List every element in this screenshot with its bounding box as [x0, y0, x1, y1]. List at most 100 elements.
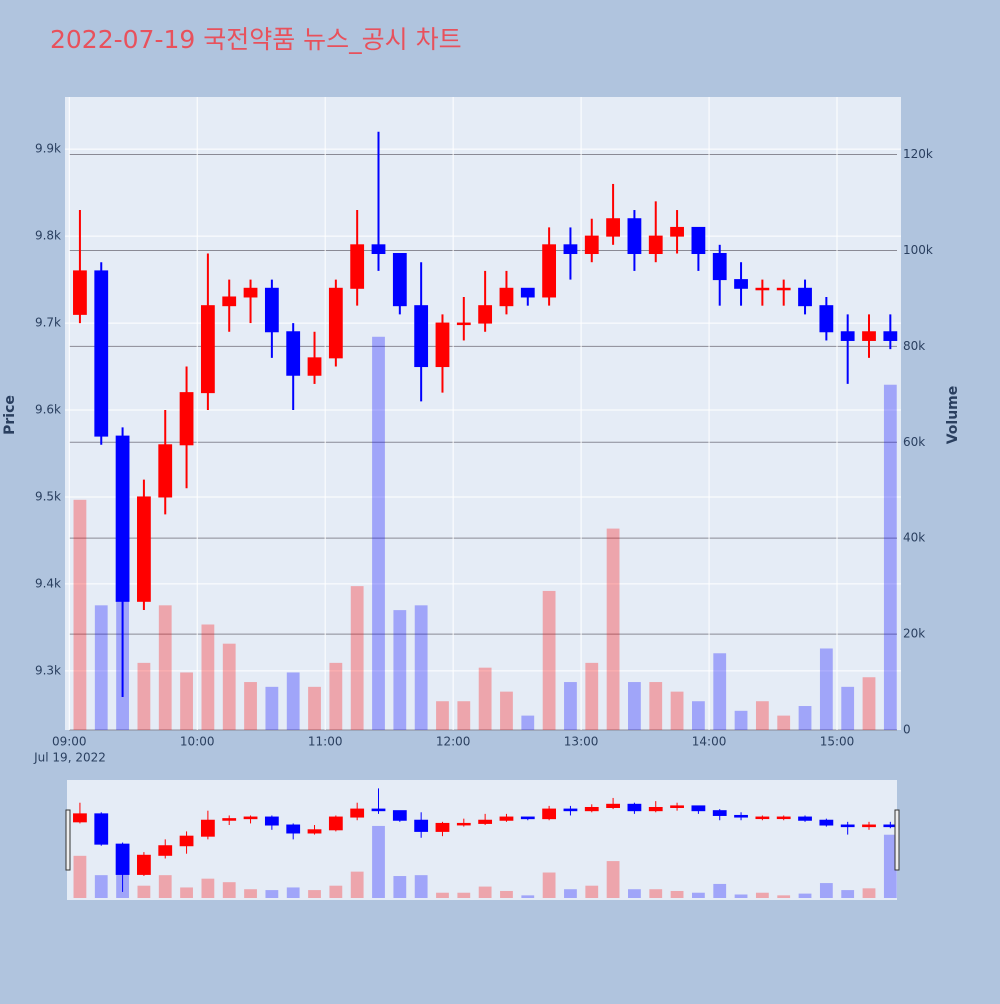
- x-tick-label: 11:00: [308, 735, 343, 749]
- volume-bar: [713, 653, 727, 730]
- mini-volume-bar: [286, 887, 300, 898]
- y2-tick-label: 100k: [903, 243, 933, 257]
- mini-candle-body: [350, 808, 365, 818]
- candle-body: [307, 357, 322, 376]
- mini-candle-body: [435, 822, 450, 832]
- mini-candle-body: [734, 814, 748, 818]
- y-tick-label: 9.8k: [35, 229, 61, 243]
- candle-body: [862, 331, 876, 341]
- y-tick-label: 9.5k: [35, 489, 61, 503]
- mini-candle-body: [798, 816, 812, 821]
- x-tick-label: 09:00: [52, 735, 87, 749]
- slider-handle[interactable]: [65, 809, 71, 871]
- candle-body: [584, 235, 599, 255]
- mini-volume-bar: [755, 892, 769, 898]
- mini-volume-bar: [201, 878, 215, 898]
- candle-body: [520, 287, 535, 298]
- candle-body: [606, 218, 620, 237]
- mini-candle-body: [563, 808, 578, 812]
- candle-body: [648, 235, 663, 255]
- mini-volume-bar: [478, 886, 492, 898]
- volume-bar: [777, 715, 791, 730]
- mini-volume-bar: [137, 885, 151, 898]
- volume-bar: [180, 672, 193, 730]
- volume-bar: [201, 624, 215, 730]
- mini-candle-body: [307, 829, 322, 834]
- mini-volume-bar: [94, 875, 108, 898]
- mini-candle-body: [371, 808, 386, 812]
- mini-volume-bar: [734, 894, 748, 898]
- volume-bar: [308, 686, 321, 730]
- mini-candle-body: [179, 835, 194, 847]
- volume-bar: [692, 701, 705, 730]
- mini-candle-body: [264, 816, 279, 826]
- candle-body: [73, 270, 87, 315]
- candle-body: [691, 226, 706, 255]
- mini-candle-body: [755, 816, 770, 820]
- mini-candle-body: [819, 819, 834, 826]
- volume-bar: [457, 701, 471, 730]
- mini-volume-bar: [521, 895, 535, 898]
- volume-bar: [222, 643, 236, 730]
- mini-candle-body: [392, 810, 407, 821]
- candle-body: [670, 226, 684, 237]
- candle-body: [563, 244, 578, 255]
- volume-bar: [798, 706, 812, 730]
- mini-volume-bar: [244, 889, 257, 898]
- candle-body: [115, 435, 130, 602]
- range-slider[interactable]: [67, 780, 897, 900]
- mini-volume-bar: [564, 889, 577, 898]
- mini-candle-body: [158, 845, 173, 856]
- volume-bar: [606, 528, 620, 730]
- slider-handle[interactable]: [894, 809, 900, 871]
- mini-candle-body: [200, 819, 215, 837]
- mini-volume-bar: [585, 885, 599, 898]
- mini-candle-body: [73, 813, 87, 823]
- candle-body: [264, 287, 279, 333]
- mini-volume-bar: [862, 888, 876, 898]
- volume-bar: [393, 610, 407, 730]
- y-axis-title: Price: [2, 395, 18, 435]
- mini-volume-bar: [436, 892, 449, 898]
- mini-volume-bar: [628, 889, 641, 898]
- chart-title: 2022-07-19 국전약품 뉴스_공시 차트: [50, 25, 462, 54]
- candle-body: [392, 253, 407, 307]
- y2-tick-label: 120k: [903, 147, 933, 161]
- candle-body: [137, 496, 151, 602]
- candle-body: [94, 270, 109, 437]
- x-date-label: Jul 19, 2022: [33, 751, 106, 765]
- mini-volume-bar: [692, 892, 705, 898]
- candle-body: [840, 331, 855, 341]
- y-tick-label: 9.9k: [35, 142, 61, 156]
- volume-bar: [862, 677, 876, 730]
- candle-body: [734, 279, 748, 289]
- volume-bar: [265, 686, 279, 730]
- volume-bar: [329, 662, 343, 730]
- volume-bar: [841, 686, 855, 730]
- x-tick-label: 14:00: [692, 735, 727, 749]
- mini-candle-body: [520, 816, 535, 820]
- mini-volume-bar: [670, 890, 684, 898]
- volume-bar: [500, 691, 513, 730]
- mini-volume-bar: [308, 890, 321, 898]
- mini-candle-body: [862, 824, 876, 828]
- y2-tick-label: 0: [903, 723, 911, 737]
- candle-body: [542, 244, 557, 298]
- volume-bar: [158, 605, 172, 730]
- candle-body: [819, 305, 834, 333]
- mini-volume-bar: [883, 834, 897, 898]
- mini-volume-bar: [798, 893, 812, 898]
- mini-candle-body: [670, 805, 684, 808]
- mini-candle-body: [648, 806, 663, 812]
- candle-body: [350, 244, 365, 289]
- candle-body: [499, 287, 514, 307]
- mini-candle-body: [414, 819, 429, 832]
- volume-bar: [137, 662, 151, 730]
- mini-volume-bar: [841, 890, 855, 898]
- mini-volume-bar: [542, 872, 556, 898]
- y2-tick-label: 40k: [903, 531, 925, 545]
- mini-volume-bar: [158, 875, 172, 898]
- volume-bar: [372, 336, 385, 730]
- mini-candle-body: [328, 816, 343, 831]
